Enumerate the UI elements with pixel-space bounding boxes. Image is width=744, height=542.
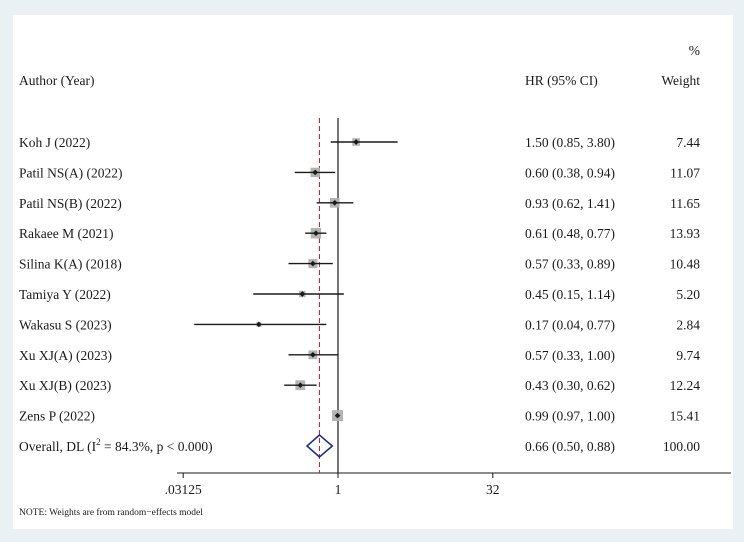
- point-estimate: [353, 139, 359, 145]
- forest-plot: % Author (Year) HR (95% CI) Weight .03125 1 32…: [19, 43, 731, 518]
- point-estimate: [297, 382, 304, 389]
- point-estimate: [310, 351, 316, 358]
- x-tick-label: 32: [486, 482, 500, 497]
- hr-ci-value: 0.43 (0.30, 0.62): [525, 378, 615, 393]
- point-estimate: [256, 321, 262, 328]
- overall-label-superscript: 2: [96, 437, 101, 447]
- x-tick-label: .03125: [165, 482, 202, 497]
- hr-ci-value: 0.17 (0.04, 0.77): [525, 317, 615, 332]
- hr-ci-value: 0.99 (0.97, 1.00): [525, 409, 615, 424]
- weight-value: 10.48: [670, 257, 701, 272]
- study-label: Zens P (2022): [19, 409, 95, 424]
- hr-ci-value: 1.50 (0.85, 3.80): [525, 135, 615, 150]
- study-label: Koh J (2022): [19, 135, 90, 150]
- point-estimate: [310, 260, 316, 267]
- study-label: Xu XJ(B) (2023): [19, 378, 111, 393]
- study-label: Wakasu S (2023): [19, 317, 112, 332]
- hr-ci-value: 0.57 (0.33, 0.89): [525, 257, 615, 272]
- study-label: Silina K(A) (2018): [19, 257, 122, 272]
- overall-label-prefix: Overall, DL (I: [19, 439, 97, 454]
- footnote: NOTE: Weights are from random−effects mo…: [19, 507, 203, 518]
- point-estimate: [334, 412, 341, 419]
- hr-ci-value: 0.57 (0.33, 1.00): [525, 348, 615, 363]
- point-estimate: [313, 230, 319, 237]
- weight-value: 15.41: [670, 409, 700, 424]
- overall-weight-value: 100.00: [663, 439, 700, 454]
- point-estimate: [331, 199, 338, 206]
- weight-value: 12.24: [670, 378, 701, 393]
- weight-header-top: %: [689, 43, 700, 58]
- hr-ci-value: 0.61 (0.48, 0.77): [525, 226, 615, 241]
- hr-ci-value: 0.60 (0.38, 0.94): [525, 165, 615, 180]
- point-estimate: [312, 169, 319, 176]
- x-tick-label: 1: [335, 482, 342, 497]
- study-label: Xu XJ(A) (2023): [19, 348, 112, 363]
- point-estimate: [299, 291, 306, 297]
- weight-value: 11.07: [670, 165, 700, 180]
- hr-ci-value: 0.93 (0.62, 1.41): [525, 196, 615, 211]
- study-label: Rakaee M (2021): [19, 226, 113, 241]
- effect-header: HR (95% CI): [525, 73, 598, 88]
- weight-value: 5.20: [676, 287, 700, 302]
- overall-label-suffix: = 84.3%, p < 0.000): [101, 439, 213, 454]
- weight-value: 7.44: [676, 135, 700, 150]
- overall-label: Overall, DL (I2 = 84.3%, p < 0.000): [19, 437, 213, 454]
- hr-ci-value: 0.45 (0.15, 1.14): [525, 287, 615, 302]
- weight-value: 13.93: [670, 226, 701, 241]
- weight-header: Weight: [661, 73, 700, 88]
- forest-plot-frame: % Author (Year) HR (95% CI) Weight .03125 1 32…: [13, 15, 733, 529]
- weight-value: 2.84: [676, 317, 700, 332]
- overall-diamond: [305, 433, 334, 459]
- study-label: Tamiya Y (2022): [19, 287, 111, 302]
- weight-value: 9.74: [676, 348, 700, 363]
- author-header: Author (Year): [19, 73, 95, 88]
- study-label: Patil NS(A) (2022): [19, 165, 123, 180]
- overall-hr-ci-value: 0.66 (0.50, 0.88): [525, 439, 615, 454]
- weight-value: 11.65: [670, 196, 700, 211]
- study-label: Patil NS(B) (2022): [19, 196, 122, 211]
